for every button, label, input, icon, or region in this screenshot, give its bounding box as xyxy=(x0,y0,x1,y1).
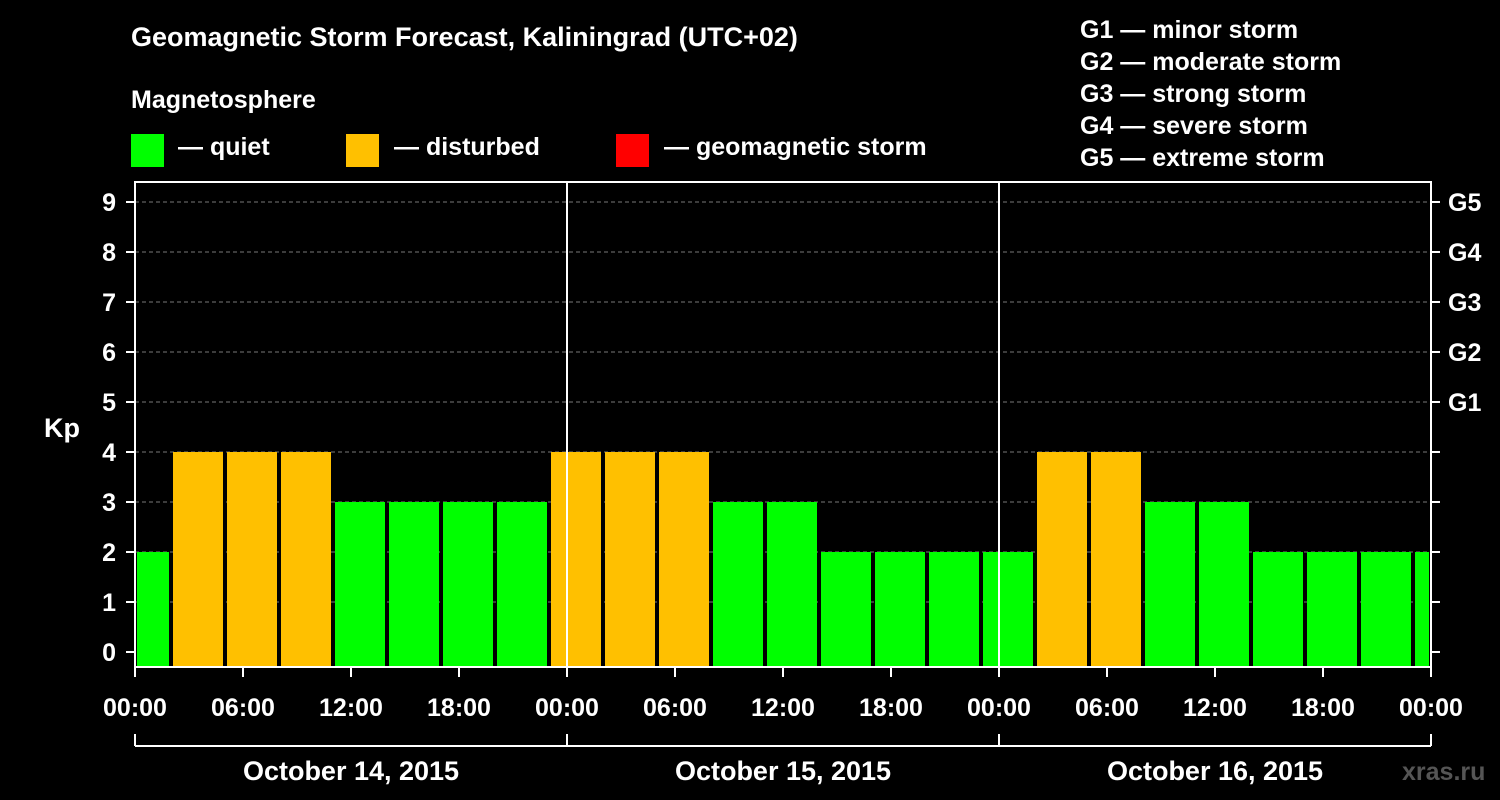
kp-bar xyxy=(1091,452,1141,667)
g-tick-label: G4 xyxy=(1448,239,1481,267)
y-tick-label: 0 xyxy=(102,639,116,667)
g-scale-item-g3: G3 — strong storm xyxy=(1080,80,1307,108)
kp-bar xyxy=(1199,502,1249,667)
kp-bar xyxy=(929,552,979,667)
g-scale-item-g2: G2 — moderate storm xyxy=(1080,48,1342,76)
x-tick-label: 06:00 xyxy=(1075,694,1139,722)
legend-swatch-disturbed xyxy=(346,134,379,167)
legend-label-storm: — geomagnetic storm xyxy=(664,133,927,161)
y-tick-label: 4 xyxy=(102,439,116,467)
kp-bar xyxy=(659,452,709,667)
x-tick-label: 00:00 xyxy=(1399,694,1463,722)
kp-bar xyxy=(605,452,655,667)
g-tick-label: G3 xyxy=(1448,289,1481,317)
x-tick-label: 12:00 xyxy=(319,694,383,722)
y-tick-label: 3 xyxy=(102,489,116,517)
kp-bar xyxy=(821,552,871,667)
x-tick-label: 18:00 xyxy=(1291,694,1355,722)
y-tick-label: 1 xyxy=(102,589,116,617)
y-tick-label: 7 xyxy=(102,289,116,317)
x-tick-label: 06:00 xyxy=(211,694,275,722)
g-tick-label: G2 xyxy=(1448,339,1481,367)
kp-bar xyxy=(137,552,169,667)
kp-bar xyxy=(389,502,439,667)
kp-bar xyxy=(497,502,547,667)
g-scale-item-g5: G5 — extreme storm xyxy=(1080,144,1325,172)
kp-bar xyxy=(551,452,601,667)
day-label: October 14, 2015 xyxy=(243,756,459,786)
kp-bar xyxy=(1037,452,1087,667)
legend-label-quiet: — quiet xyxy=(178,133,270,161)
kp-bar xyxy=(227,452,277,667)
g-scale-item-g1: G1 — minor storm xyxy=(1080,16,1299,44)
kp-bar xyxy=(983,552,1033,667)
g-scale-item-g4: G4 — severe storm xyxy=(1080,112,1308,140)
kp-bar xyxy=(767,502,817,667)
magnetosphere-heading: Magnetosphere xyxy=(131,86,316,114)
kp-bar xyxy=(443,502,493,667)
legend-swatch-quiet xyxy=(131,134,164,167)
y-tick-label: 9 xyxy=(102,189,116,217)
x-tick-label: 00:00 xyxy=(967,694,1031,722)
kp-bar xyxy=(713,502,763,667)
kp-bar xyxy=(1415,552,1429,667)
g-scale-legend: G1 — minor storm G2 — moderate storm G3 … xyxy=(1080,14,1341,174)
chart-title: Geomagnetic Storm Forecast, Kaliningrad … xyxy=(131,22,798,52)
x-tick-label: 12:00 xyxy=(1183,694,1247,722)
legend-label-disturbed: — disturbed xyxy=(394,133,540,161)
x-tick-label: 00:00 xyxy=(535,694,599,722)
kp-bar xyxy=(335,502,385,667)
g-tick-label: G1 xyxy=(1448,389,1481,417)
y-tick-label: 6 xyxy=(102,339,116,367)
y-axis-label: Kp xyxy=(44,413,80,443)
legend-swatch-storm xyxy=(616,134,649,167)
x-tick-label: 06:00 xyxy=(643,694,707,722)
x-tick-label: 18:00 xyxy=(859,694,923,722)
kp-bar xyxy=(1145,502,1195,667)
x-tick-label: 18:00 xyxy=(427,694,491,722)
y-tick-label: 2 xyxy=(102,539,116,567)
watermark: xras.ru xyxy=(1402,758,1486,786)
g-tick-label: G5 xyxy=(1448,189,1481,217)
day-label: October 15, 2015 xyxy=(675,756,891,786)
kp-bar xyxy=(281,452,331,667)
x-tick-label: 00:00 xyxy=(103,694,167,722)
kp-bar xyxy=(1361,552,1411,667)
kp-bar xyxy=(173,452,223,667)
kp-bar xyxy=(875,552,925,667)
kp-bar xyxy=(1253,552,1303,667)
y-tick-label: 8 xyxy=(102,239,116,267)
kp-bar xyxy=(1307,552,1357,667)
y-tick-label: 5 xyxy=(102,389,116,417)
day-label: October 16, 2015 xyxy=(1107,756,1323,786)
x-tick-label: 12:00 xyxy=(751,694,815,722)
